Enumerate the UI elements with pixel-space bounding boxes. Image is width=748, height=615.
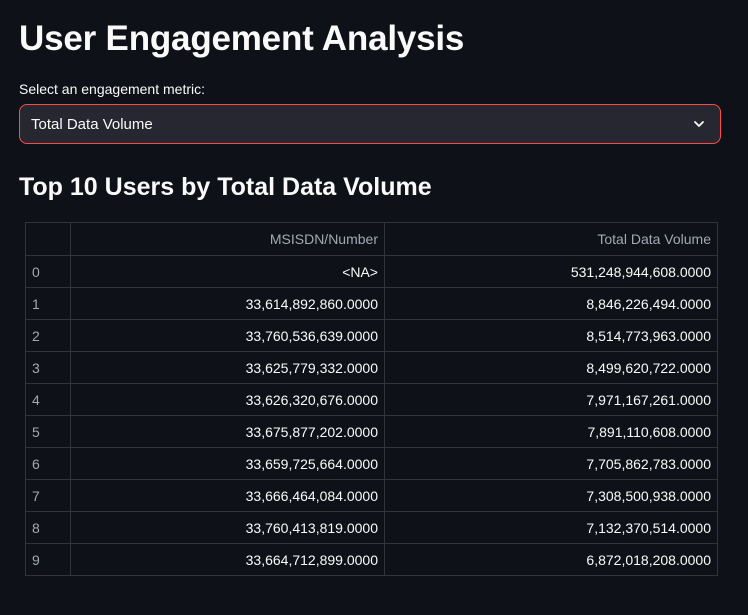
msisdn-cell[interactable]: 33,626,320,676.0000 — [70, 383, 385, 416]
table-row[interactable]: 9 33,664,712,899.0000 6,872,018,208.0000 — [25, 543, 718, 576]
table-row[interactable]: 7 33,666,464,084.0000 7,308,500,938.0000 — [25, 479, 718, 512]
row-index-cell[interactable]: 9 — [25, 543, 71, 576]
metric-select-label: Select an engagement metric: — [19, 81, 205, 97]
table-row[interactable]: 3 33,625,779,332.0000 8,499,620,722.0000 — [25, 351, 718, 384]
row-index-cell[interactable]: 7 — [25, 479, 71, 512]
table-header-row: MSISDN/Number Total Data Volume — [25, 222, 718, 256]
msisdn-cell[interactable]: 33,659,725,664.0000 — [70, 447, 385, 480]
table-row[interactable]: 4 33,626,320,676.0000 7,971,167,261.0000 — [25, 383, 718, 416]
total-data-volume-cell[interactable]: 531,248,944,608.0000 — [384, 255, 718, 288]
row-index-cell[interactable]: 6 — [25, 447, 71, 480]
column-header-index[interactable] — [25, 222, 71, 256]
table-row[interactable]: 8 33,760,413,819.0000 7,132,370,514.0000 — [25, 511, 718, 544]
row-index-cell[interactable]: 2 — [25, 319, 71, 352]
chevron-down-icon[interactable] — [692, 117, 706, 131]
msisdn-cell[interactable]: 33,675,877,202.0000 — [70, 415, 385, 448]
section-title: Top 10 Users by Total Data Volume — [19, 173, 432, 201]
column-header-msisdn[interactable]: MSISDN/Number — [70, 222, 385, 256]
table-row[interactable]: 5 33,675,877,202.0000 7,891,110,608.0000 — [25, 415, 718, 448]
msisdn-cell[interactable]: 33,760,536,639.0000 — [70, 319, 385, 352]
row-index-cell[interactable]: 4 — [25, 383, 71, 416]
total-data-volume-cell[interactable]: 8,846,226,494.0000 — [384, 287, 718, 320]
table-row[interactable]: 1 33,614,892,860.0000 8,846,226,494.0000 — [25, 287, 718, 320]
total-data-volume-cell[interactable]: 7,132,370,514.0000 — [384, 511, 718, 544]
table-row[interactable]: 2 33,760,536,639.0000 8,514,773,963.0000 — [25, 319, 718, 352]
msisdn-cell[interactable]: 33,614,892,860.0000 — [70, 287, 385, 320]
total-data-volume-cell[interactable]: 6,872,018,208.0000 — [384, 543, 718, 576]
row-index-cell[interactable]: 8 — [25, 511, 71, 544]
msisdn-cell[interactable]: 33,666,464,084.0000 — [70, 479, 385, 512]
msisdn-cell[interactable]: 33,760,413,819.0000 — [70, 511, 385, 544]
data-table[interactable]: MSISDN/Number Total Data Volume 0 <NA> 531… — [25, 222, 718, 576]
page-title: User Engagement Analysis — [19, 19, 465, 58]
total-data-volume-cell[interactable]: 7,308,500,938.0000 — [384, 479, 718, 512]
table-row[interactable]: 0 <NA> 531,248,944,608.0000 — [25, 255, 718, 288]
metric-select-value: Total Data Volume — [31, 116, 153, 133]
column-header-total-data-volume[interactable]: Total Data Volume — [384, 222, 718, 256]
total-data-volume-cell[interactable]: 8,499,620,722.0000 — [384, 351, 718, 384]
total-data-volume-cell[interactable]: 7,705,862,783.0000 — [384, 447, 718, 480]
metric-select[interactable]: Total Data Volume — [19, 104, 721, 144]
msisdn-cell[interactable]: 33,664,712,899.0000 — [70, 543, 385, 576]
row-index-cell[interactable]: 3 — [25, 351, 71, 384]
row-index-cell[interactable]: 5 — [25, 415, 71, 448]
total-data-volume-cell[interactable]: 8,514,773,963.0000 — [384, 319, 718, 352]
row-index-cell[interactable]: 0 — [25, 255, 71, 288]
msisdn-cell[interactable]: 33,625,779,332.0000 — [70, 351, 385, 384]
row-index-cell[interactable]: 1 — [25, 287, 71, 320]
total-data-volume-cell[interactable]: 7,971,167,261.0000 — [384, 383, 718, 416]
table-row[interactable]: 6 33,659,725,664.0000 7,705,862,783.0000 — [25, 447, 718, 480]
total-data-volume-cell[interactable]: 7,891,110,608.0000 — [384, 415, 718, 448]
msisdn-cell[interactable]: <NA> — [70, 255, 385, 288]
